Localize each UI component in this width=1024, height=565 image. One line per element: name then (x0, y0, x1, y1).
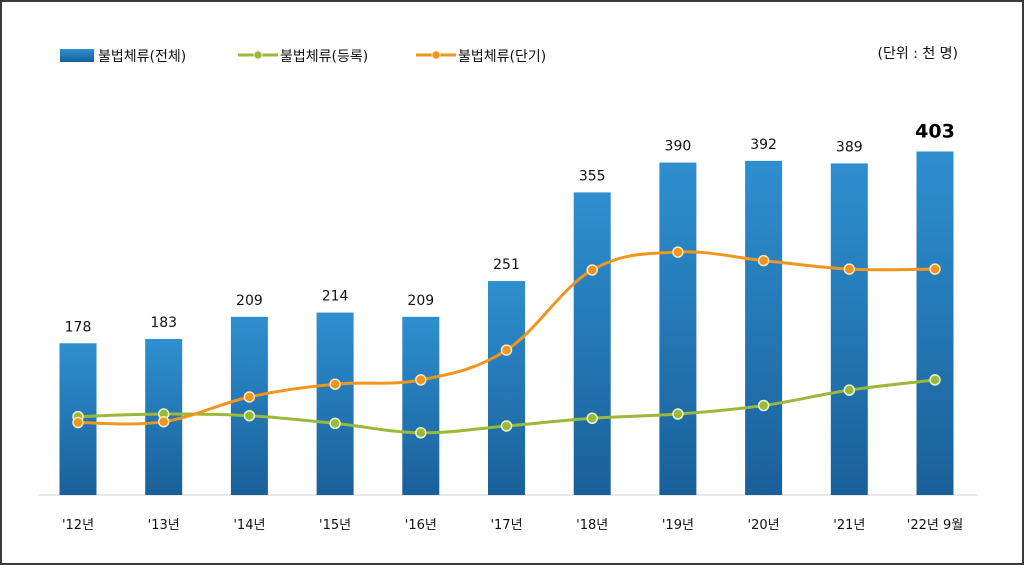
line-1-point-4 (415, 427, 427, 439)
legend-swatch-short-marker (431, 50, 441, 60)
line-2-point-8 (757, 254, 770, 267)
bar-4 (402, 316, 440, 495)
x-tick-label-0: '12년 (62, 518, 94, 533)
line-1-point-2 (243, 409, 256, 422)
x-tick-label-1: '13년 (148, 518, 180, 533)
bar-value-label-10: 403 (915, 120, 955, 142)
bar-2 (230, 316, 268, 495)
bar-value-label-2: 209 (236, 293, 263, 309)
line-2-point-3 (329, 378, 341, 390)
x-tick-label-10: '22년 9월 (907, 518, 963, 533)
bar-value-label-0: 178 (65, 319, 92, 335)
x-tick-label-7: '19년 (662, 518, 694, 533)
bar-5 (488, 281, 525, 495)
unit-note: (단위 : 천 명) (877, 46, 958, 62)
line-2-point-9 (843, 263, 856, 275)
line-1-point-9 (843, 384, 856, 396)
line-1-point-3 (329, 417, 341, 430)
x-tick-label-5: '17년 (490, 518, 522, 533)
line-2-point-1 (157, 415, 170, 428)
line-2-point-10 (929, 263, 941, 275)
line-2-point-6 (586, 264, 598, 276)
legend-label-registered: 불법체류(등록) (280, 49, 368, 65)
x-tick-label-4: '16년 (405, 518, 437, 533)
bar-8 (745, 160, 783, 496)
legend-swatch-registered-marker (253, 50, 263, 60)
x-tick-label-8: '20년 (748, 518, 780, 533)
line-2-point-4 (415, 374, 427, 386)
bar-3 (316, 312, 354, 495)
line-1-point-8 (757, 399, 770, 412)
line-2-point-5 (500, 344, 513, 356)
bar-value-label-1: 183 (150, 315, 177, 331)
bar-6 (573, 192, 611, 495)
bar-7 (659, 162, 697, 495)
legend-swatch-total (60, 49, 94, 62)
x-tick-label-3: '15년 (319, 518, 351, 533)
line-2-point-7 (672, 246, 684, 258)
bars-layer (59, 151, 954, 496)
bar-value-label-7: 390 (665, 139, 692, 155)
x-tick-label-2: '14년 (233, 518, 265, 533)
lines-layer (72, 246, 941, 439)
bar-value-label-5: 251 (493, 257, 520, 273)
bar-value-label-6: 355 (579, 168, 606, 184)
bar-value-label-3: 214 (322, 289, 349, 305)
line-1-point-5 (500, 420, 513, 432)
data-labels-layer: 178 183 209 214 209 251 355 390 392 389 403 (65, 120, 955, 335)
line-2-point-0 (72, 416, 84, 429)
legend: 불법체류(전체) 불법체류(등록) 불법체류(단기) (60, 49, 546, 65)
legend-label-total: 불법체류(전체) (98, 49, 186, 65)
line-1-point-6 (586, 412, 598, 425)
x-tick-labels: '12년 '13년 '14년 '15년 '16년 '17년 '18년 '19년 '20년 '21년… (62, 518, 963, 533)
bar-value-label-4: 209 (407, 293, 434, 309)
legend-label-short: 불법체류(단기) (458, 49, 546, 65)
bar-10 (916, 151, 954, 496)
x-tick-label-9: '21년 (833, 518, 865, 533)
bar-value-label-8: 392 (750, 137, 777, 153)
bar-9 (830, 163, 868, 496)
line-2-point-2 (243, 391, 256, 403)
x-tick-label-6: '18년 (576, 518, 608, 533)
bar-value-label-9: 389 (836, 139, 863, 155)
line-1-point-10 (929, 374, 941, 386)
line-1-point-7 (672, 408, 684, 420)
